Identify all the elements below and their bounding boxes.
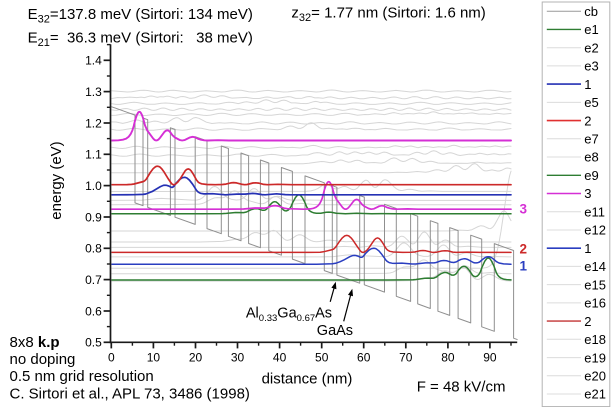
svg-text:z32​= 1.77 nm (Sirtori: 1.6 nm: z32​= 1.77 nm (Sirtori: 1.6 nm) bbox=[291, 5, 485, 25]
svg-text:20: 20 bbox=[189, 350, 203, 364]
svg-text:GaAs: GaAs bbox=[317, 323, 353, 339]
svg-text:1.2: 1.2 bbox=[85, 116, 102, 130]
svg-text:1: 1 bbox=[584, 241, 591, 256]
svg-text:C. Sirtori et al., APL 73, 348: C. Sirtori et al., APL 73, 3486 (1998) bbox=[10, 385, 250, 402]
svg-text:e19: e19 bbox=[584, 350, 606, 365]
svg-text:80: 80 bbox=[441, 350, 455, 364]
svg-text:e11: e11 bbox=[584, 204, 605, 219]
svg-text:distance (nm): distance (nm) bbox=[262, 371, 353, 388]
svg-text:3: 3 bbox=[584, 186, 591, 201]
svg-text:8x8 k.p: 8x8 k.p bbox=[10, 334, 60, 351]
svg-text:e1: e1 bbox=[584, 22, 598, 37]
svg-text:30: 30 bbox=[231, 350, 245, 364]
svg-text:e2: e2 bbox=[584, 40, 598, 55]
svg-text:e21: e21 bbox=[584, 387, 606, 402]
svg-text:e12: e12 bbox=[584, 223, 606, 238]
svg-text:E21​= 36.3 meV (Sirtori: 38: E21​= 36.3 meV (Sirtori: 38 meV) bbox=[28, 29, 253, 49]
svg-text:e18: e18 bbox=[584, 332, 606, 347]
svg-text:2: 2 bbox=[584, 113, 591, 128]
svg-text:e5: e5 bbox=[584, 95, 598, 110]
svg-text:70: 70 bbox=[399, 350, 413, 364]
svg-text:e7: e7 bbox=[584, 132, 598, 147]
svg-text:40: 40 bbox=[273, 350, 287, 364]
svg-text:1.0: 1.0 bbox=[85, 179, 102, 193]
svg-text:90: 90 bbox=[483, 350, 497, 364]
svg-text:energy (eV): energy (eV) bbox=[48, 141, 65, 219]
svg-text:e20: e20 bbox=[584, 369, 606, 384]
svg-text:0: 0 bbox=[108, 350, 115, 364]
svg-text:0.7: 0.7 bbox=[85, 273, 102, 287]
svg-text:0.6: 0.6 bbox=[85, 304, 102, 318]
svg-text:0.5 nm grid resolution: 0.5 nm grid resolution bbox=[10, 368, 154, 385]
svg-text:Al0.33​Ga0.67​As: Al0.33​Ga0.67​As bbox=[246, 306, 332, 325]
svg-text:0.8: 0.8 bbox=[85, 242, 102, 256]
svg-text:1.4: 1.4 bbox=[85, 54, 102, 68]
svg-text:F = 48 kV/cm: F = 48 kV/cm bbox=[417, 379, 506, 396]
svg-text:2: 2 bbox=[584, 314, 591, 329]
svg-text:e14: e14 bbox=[584, 259, 606, 274]
svg-text:e15: e15 bbox=[584, 277, 606, 292]
svg-text:1.3: 1.3 bbox=[85, 85, 102, 99]
svg-text:1.1: 1.1 bbox=[85, 148, 102, 162]
svg-text:1: 1 bbox=[584, 77, 591, 92]
svg-text:3: 3 bbox=[520, 202, 528, 217]
svg-text:e3: e3 bbox=[584, 59, 598, 74]
svg-text:e16: e16 bbox=[584, 296, 606, 311]
svg-text:1: 1 bbox=[520, 259, 528, 274]
svg-text:no doping: no doping bbox=[10, 351, 76, 368]
svg-text:50: 50 bbox=[315, 350, 329, 364]
svg-text:0.9: 0.9 bbox=[85, 210, 102, 224]
svg-text:E32​=137.8 meV (Sirtori: 134 m: E32​=137.8 meV (Sirtori: 134 meV) bbox=[28, 6, 253, 26]
svg-text:0.5: 0.5 bbox=[85, 336, 102, 350]
svg-text:e8: e8 bbox=[584, 150, 598, 165]
svg-text:e9: e9 bbox=[584, 168, 598, 183]
svg-text:60: 60 bbox=[357, 350, 371, 364]
svg-text:10: 10 bbox=[147, 350, 161, 364]
svg-text:cb: cb bbox=[584, 4, 598, 19]
svg-text:2: 2 bbox=[520, 242, 528, 257]
